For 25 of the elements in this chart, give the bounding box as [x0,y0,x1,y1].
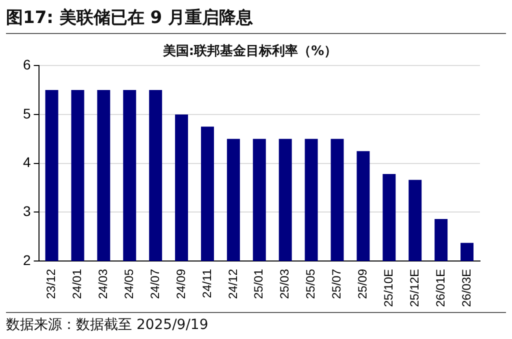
source-note: 数据来源：数据截至 2025/9/19 [6,312,506,334]
x-tick-label: 24/03 [96,268,110,299]
x-tick-label: 24/01 [70,268,84,299]
x-tick-label: 25/12E [407,268,422,308]
x-tick-label: 24/07 [148,268,162,299]
x-tick-label: 24/11 [200,268,214,298]
x-tick-label: 24/12 [226,268,240,299]
x-tick-label: 25/05 [304,268,318,299]
y-tick-label: 2 [22,252,31,268]
x-tick-label: 24/09 [174,268,188,299]
chart-title: 图17: 美联储已在 9 月重启降息 [6,6,506,34]
x-tick-label: 25/03 [278,268,292,299]
x-tick-label: 25/07 [330,268,344,299]
x-tick-label: 23/12 [44,268,58,299]
x-tick-label: 26/03E [459,268,474,308]
y-tick-label: 6 [22,56,31,72]
chart-subtitle: 美国:联邦基金目标利率（%） [162,43,338,60]
y-tick-label: 5 [22,105,31,122]
x-tick-label: 25/01 [252,268,266,299]
x-tick-label: 25/09 [356,268,370,299]
y-tick-label: 4 [22,154,31,170]
x-tick-label: 24/05 [122,268,136,299]
x-tick-label: 26/01E [433,268,448,308]
x-tick-label: 25/10E [381,268,396,308]
y-tick-label: 3 [22,202,31,219]
